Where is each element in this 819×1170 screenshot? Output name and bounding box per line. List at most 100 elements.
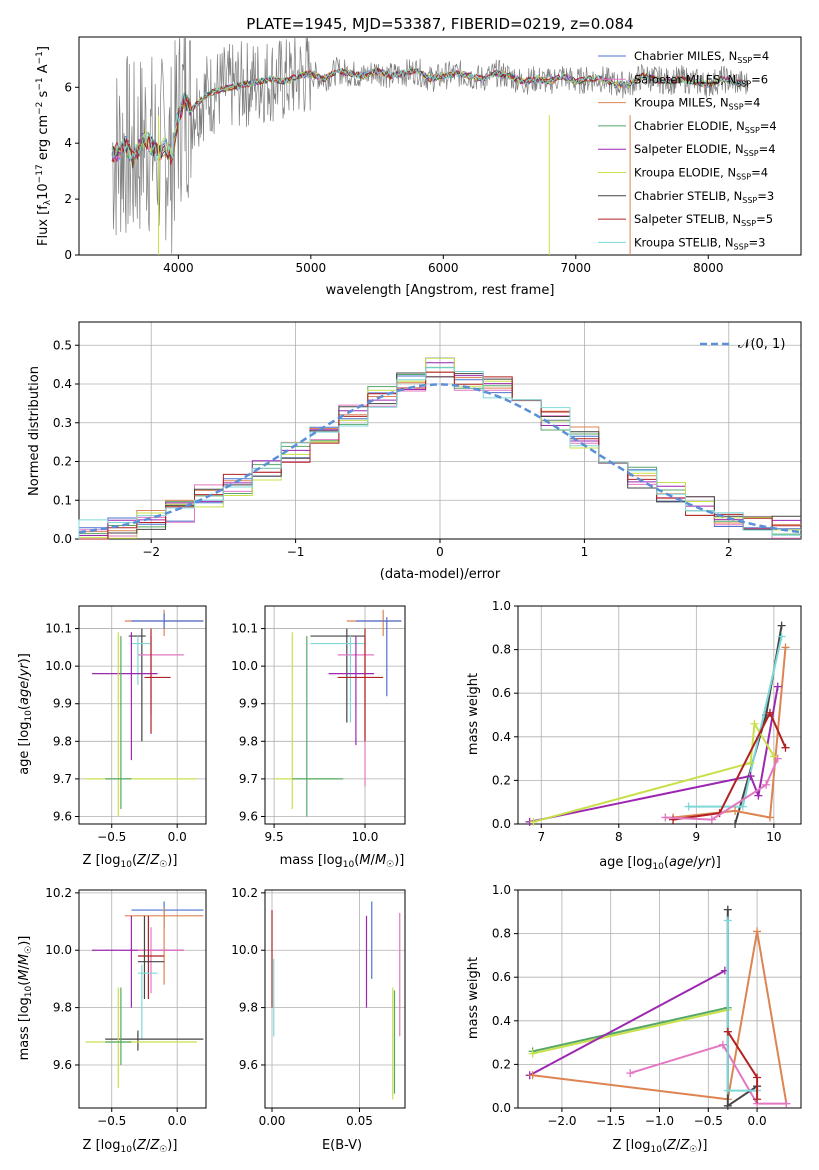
- x-tick-label: 8000: [693, 261, 724, 275]
- x-tick-label: 8: [615, 830, 623, 844]
- x-tick-label: 10: [766, 830, 781, 844]
- weight-marker: [528, 1049, 537, 1058]
- mass-vs-z-plot-area: −0.5 0.0 9.6 9.8 10.0 10.2: [45, 886, 207, 1128]
- massweight-vs-age-panel: age [log10(age/yr)] mass weight 7 8 9 10 0.0…: [466, 599, 802, 872]
- y-tick-label: 0.2: [492, 1057, 511, 1071]
- legend-label: Chabrier STELIB, NSSP=3: [634, 189, 774, 205]
- weight-marker: [753, 1095, 762, 1104]
- mass-ylabel: mass [log10(M/M☉)]: [17, 936, 34, 1061]
- axes-frame: [78, 36, 802, 256]
- massweight-vs-z-panel: Z [log10(Z/Z☉)] mass weight −2.0 −1.5 −1.0…: [466, 883, 802, 1155]
- age-vs-z-xlabel: Z [log10(Z/Z☉)]: [83, 853, 178, 870]
- weight-series-kroupa_elodie: [532, 1008, 729, 1055]
- y-tick-label: 9.6: [239, 1058, 258, 1072]
- legend-label: Chabrier MILES, NSSP=4: [634, 49, 769, 65]
- x-tick-label: −0.5: [694, 1114, 723, 1128]
- x-tick-label: 9: [693, 830, 701, 844]
- axes-frame: [264, 605, 406, 825]
- y-tick-label: 0.6: [492, 686, 511, 700]
- weight-series-salpeter_stelib: [672, 710, 787, 821]
- y-tick-label: 10.0: [231, 943, 258, 957]
- x-tick-label: 0.0: [168, 830, 187, 844]
- x-tick-label: −0.5: [97, 1114, 126, 1128]
- axes-frame: [78, 605, 207, 825]
- legend-label: Kroupa STELIB, NSSP=3: [634, 235, 765, 251]
- residual-plot-area: −2 −1 0 1 2 0.0 0.1 0.2 0.3 0.4 0.5: [53, 321, 802, 559]
- spectrum-panel: wavelength [Angstrom, rest frame] Flux […: [35, 36, 802, 298]
- massweight-vs-age-plot-area: 7 8 9 10 0.0 0.2 0.4 0.6 0.8 1.0: [492, 599, 802, 844]
- legend-label: Kroupa ELODIE, NSSP=4: [634, 166, 768, 182]
- x-tick-label: −0.5: [97, 830, 126, 844]
- y-tick-label: 9.6: [53, 809, 72, 823]
- mass-vs-ebv-xlabel: E(B-V): [322, 1138, 362, 1153]
- y-tick-label: 0.0: [492, 1101, 511, 1115]
- weight-marker: [626, 1069, 635, 1078]
- residual-legend: 𝒩(0, 1): [700, 337, 785, 352]
- y-tick-label: 0.8: [492, 927, 511, 941]
- weight-series-kroupa_miles: [532, 931, 788, 1104]
- residual-panel: (data-model)/error Normed distribution −…: [27, 321, 802, 582]
- residual-ylabel: Normed distribution: [27, 366, 42, 496]
- massweight-vs-age-ylabel: mass weight: [466, 673, 481, 755]
- x-tick-label: −2.0: [547, 1114, 576, 1128]
- y-tick-label: 2: [64, 192, 72, 206]
- y-tick-label: 0.0: [53, 532, 72, 546]
- x-tick-label: −2: [142, 545, 160, 559]
- weight-marker: [723, 1027, 732, 1036]
- weight-marker: [731, 806, 740, 815]
- x-tick-label: −1.0: [645, 1114, 674, 1128]
- axes-frame: [264, 889, 406, 1109]
- weight-marker: [707, 815, 716, 824]
- y-tick-label: 9.8: [239, 1001, 258, 1015]
- y-tick-label: 10.0: [45, 659, 72, 673]
- age-ylabel: age [log10(age/yr)]: [17, 653, 34, 775]
- y-tick-label: 0.4: [53, 377, 72, 391]
- weight-marker: [528, 1071, 537, 1080]
- y-tick-label: 10.1: [45, 622, 72, 636]
- age-vs-mass-plot-area: 9.5 10.0 9.6 9.7 9.8 9.9 10.0 10.1: [231, 605, 406, 844]
- model-spectrum-salpeter_stelib: [111, 67, 749, 165]
- y-tick-label: 10.0: [45, 943, 72, 957]
- gaussian-curve: [78, 383, 802, 534]
- y-tick-label: 0.2: [53, 455, 72, 469]
- y-tick-label: 1.0: [492, 599, 511, 613]
- y-tick-label: 10.2: [45, 886, 72, 900]
- x-tick-label: 0.05: [346, 1114, 373, 1128]
- x-tick-label: 4000: [163, 261, 194, 275]
- spectrum-xlabel: wavelength [Angstrom, rest frame]: [326, 283, 555, 298]
- y-tick-label: 1.0: [492, 883, 511, 897]
- y-tick-label: 9.6: [53, 1058, 72, 1072]
- y-tick-label: 0.1: [53, 493, 72, 507]
- weight-marker: [773, 754, 782, 763]
- spectrum-ylabel: Flux [fλ10−17 erg cm−2 s−1 A−1]: [35, 46, 53, 246]
- y-tick-label: 9.8: [53, 1001, 72, 1015]
- weight-series-salpeter_elodie: [529, 686, 779, 823]
- axes-frame: [78, 889, 207, 1109]
- massweight-vs-z-plot-area: −2.0 −1.5 −1.0 −0.5 0.0 0.0 0.2 0.4 0.6 0.8 1.0: [492, 883, 802, 1128]
- weight-marker: [762, 780, 771, 789]
- mass-vs-ebv-plot-area: 0.00 0.05 9.6 9.8 10.0 10.2: [231, 886, 406, 1128]
- massweight-vs-age-xlabel: age [log10(age/yr)]: [599, 855, 721, 872]
- weight-marker: [723, 916, 732, 925]
- age-vs-z-panel: Z [log10(Z/Z☉)] age [log10(age/yr)] −0.5…: [17, 605, 207, 870]
- histogram-salpeter_stelib: [79, 371, 801, 540]
- legend-label: Salpeter ELODIE, NSSP=4: [634, 142, 776, 158]
- y-tick-label: 0.8: [492, 643, 511, 657]
- x-tick-label: 0: [436, 545, 444, 559]
- y-tick-label: 0.4: [492, 1014, 511, 1028]
- massweight-vs-z-xlabel: Z [log10(Z/Z☉)]: [613, 1138, 708, 1155]
- weight-series-kroupa_elodie: [533, 720, 775, 823]
- histogram-kroupa_stelib: [78, 367, 801, 539]
- legend-label: Salpeter MILES, NSSP=6: [634, 72, 768, 88]
- weight-series-kroupa_stelib: [726, 920, 758, 1092]
- model-spectrum-kroupa_stelib: [111, 67, 749, 161]
- y-tick-label: 0.0: [492, 817, 511, 831]
- weight-marker: [765, 813, 774, 822]
- y-tick-label: 10.1: [231, 622, 258, 636]
- weight-marker: [723, 905, 732, 914]
- y-tick-label: 6: [64, 80, 72, 94]
- weight-series-chabrier_elodie: [532, 1006, 729, 1053]
- weight-marker: [781, 643, 790, 652]
- weight-marker: [684, 802, 693, 811]
- weight-marker: [754, 791, 763, 800]
